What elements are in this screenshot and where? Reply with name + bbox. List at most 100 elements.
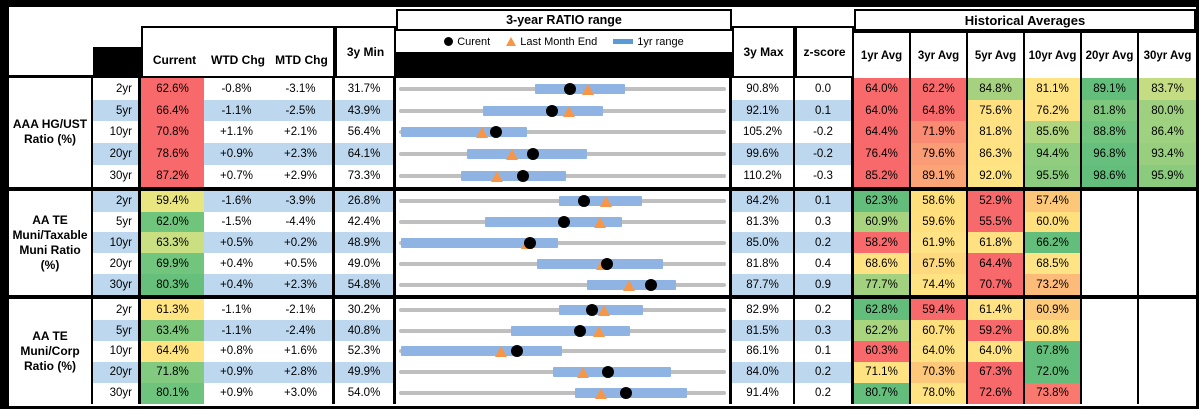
avg-cell-30yr-avg	[1139, 382, 1196, 404]
mtd-chg-cell: +2.9%	[269, 164, 335, 187]
range-chart-cell	[396, 99, 732, 122]
3y-min-cell: 48.9%	[335, 232, 396, 254]
avg-cell-20yr-avg	[1082, 320, 1139, 342]
avg-cell-10yr-avg: 81.1%	[1025, 78, 1082, 100]
range-chart-cell	[396, 320, 732, 342]
1yr-range-bar	[535, 83, 626, 94]
avg-cell-1yr-avg: 68.6%	[854, 253, 911, 275]
avg-cell-1yr-avg: 58.2%	[854, 232, 911, 254]
avg-cell-10yr-avg: 60.9%	[1025, 299, 1082, 321]
tenor-cell: 5yr	[93, 211, 141, 233]
3y-max-cell: 86.1%	[732, 341, 795, 362]
tenor-cell: 5yr	[93, 99, 141, 122]
range-chart-cell	[396, 341, 732, 362]
row-group-3: AA TE Muni/Corp Ratio (%) 2yr 61.3% -1.1% -2…	[9, 295, 1196, 404]
avg-cell-5yr-avg: 67.3%	[968, 361, 1025, 383]
avg-cell-30yr-avg: 86.4%	[1139, 121, 1196, 144]
last-month-end-marker	[594, 388, 607, 400]
3y-max-cell: 82.9%	[732, 299, 795, 321]
current-marker	[557, 215, 570, 228]
3y-min-cell: 43.9%	[335, 99, 396, 122]
avg-cell-10yr-avg: 57.4%	[1025, 190, 1082, 212]
tenor-cell: 2yr	[93, 78, 141, 100]
3y-max-cell: 110.2%	[732, 164, 795, 187]
1yr-range-bar-icon	[613, 39, 634, 44]
table-header: Current WTD Chg MTD Chg 3y Min 3-year RA…	[9, 7, 1196, 78]
current-marker	[545, 104, 558, 117]
avg-cell-30yr-avg: 83.7%	[1139, 78, 1196, 100]
3y-min-column-header: 3y Min	[335, 26, 396, 78]
wtd-chg-cell: +0.9%	[204, 382, 269, 404]
avg-cell-20yr-avg: 96.8%	[1082, 143, 1139, 165]
range-chart-cell	[396, 190, 732, 212]
3y-max-cell: 84.2%	[732, 190, 795, 212]
avg-cell-1yr-avg: 60.9%	[854, 211, 911, 233]
avg-column-header-1yr: 1yr Avg	[854, 31, 911, 78]
avg-cell-30yr-avg	[1139, 190, 1196, 212]
avg-cell-3yr-avg: 60.7%	[911, 320, 968, 342]
tenor-column-header-black	[93, 47, 141, 78]
avg-cell-5yr-avg: 64.0%	[968, 341, 1025, 362]
3y-min-cell: 54.8%	[335, 274, 396, 296]
last-month-end-marker	[581, 83, 594, 95]
avg-cell-30yr-avg: 80.0%	[1139, 99, 1196, 122]
1yr-range-bar	[400, 346, 563, 357]
avg-cell-3yr-avg: 64.0%	[911, 341, 968, 362]
avg-cell-5yr-avg: 70.7%	[968, 274, 1025, 296]
z-score-cell: -0.2	[795, 143, 854, 165]
current-marker	[645, 278, 658, 291]
avg-cell-10yr-avg: 72.0%	[1025, 361, 1082, 383]
avg-cell-1yr-avg: 71.1%	[854, 361, 911, 383]
legend-1yr-range: 1yr range	[613, 35, 684, 48]
tenor-cell: 10yr	[93, 121, 141, 144]
range-chart-cell	[396, 211, 732, 233]
mtd-chg-cell: +2.3%	[269, 274, 335, 296]
tenor-cell: 20yr	[93, 361, 141, 383]
wtd-chg-cell: -1.5%	[204, 211, 269, 233]
avg-cell-1yr-avg: 62.8%	[854, 299, 911, 321]
avg-cell-3yr-avg: 89.1%	[911, 164, 968, 187]
current-cell: 87.2%	[141, 164, 204, 187]
range-chart-cell	[396, 361, 732, 383]
mtd-chg-cell: +1.6%	[269, 341, 335, 362]
avg-cell-3yr-avg: 70.3%	[911, 361, 968, 383]
range-chart-cell	[396, 274, 732, 296]
avg-cell-10yr-avg: 66.2%	[1025, 232, 1082, 254]
1yr-range-bar	[510, 325, 631, 336]
z-score-cell: 0.0	[795, 78, 854, 100]
range-chart-cell	[396, 299, 732, 321]
z-score-cell: 0.1	[795, 341, 854, 362]
range-chart-cell	[396, 232, 732, 254]
z-score-cell: 0.3	[795, 320, 854, 342]
avg-cell-1yr-avg: 64.4%	[854, 121, 911, 144]
chart-legend: Curent Last Month End 1yr range	[396, 31, 732, 52]
z-score-cell: 0.1	[795, 99, 854, 122]
current-marker	[516, 169, 529, 182]
legend-current: Curent	[444, 36, 490, 48]
z-score-cell: 0.2	[795, 382, 854, 404]
wtd-chg-cell: +0.5%	[204, 232, 269, 254]
wtd-chg-cell: +0.8%	[204, 341, 269, 362]
tenor-cell: 20yr	[93, 253, 141, 275]
z-score-column-header: z-score	[795, 26, 854, 78]
avg-cell-20yr-avg	[1082, 341, 1139, 362]
tenor-cell: 30yr	[93, 274, 141, 296]
avg-cell-20yr-avg	[1082, 382, 1139, 404]
3y-min-cell: 73.3%	[335, 164, 396, 187]
mtd-chg-cell: -3.1%	[269, 78, 335, 100]
mtd-chg-cell: -4.4%	[269, 211, 335, 233]
avg-cell-1yr-avg: 80.7%	[854, 382, 911, 404]
3y-min-cell: 49.9%	[335, 361, 396, 383]
wtd-chg-cell: +0.9%	[204, 143, 269, 165]
legend-range-label: 1yr range	[637, 35, 684, 48]
tenor-cell: 5yr	[93, 320, 141, 342]
last-month-end-marker	[562, 105, 575, 117]
current-marker	[526, 148, 539, 161]
mtd-chg-cell: -2.4%	[269, 320, 335, 342]
avg-cell-1yr-avg: 85.2%	[854, 164, 911, 187]
3y-max-column-header: 3y Max	[732, 26, 795, 78]
avg-cell-3yr-avg: 64.8%	[911, 99, 968, 122]
avg-cell-5yr-avg: 59.2%	[968, 320, 1025, 342]
mtd-chg-cell: +2.3%	[269, 143, 335, 165]
